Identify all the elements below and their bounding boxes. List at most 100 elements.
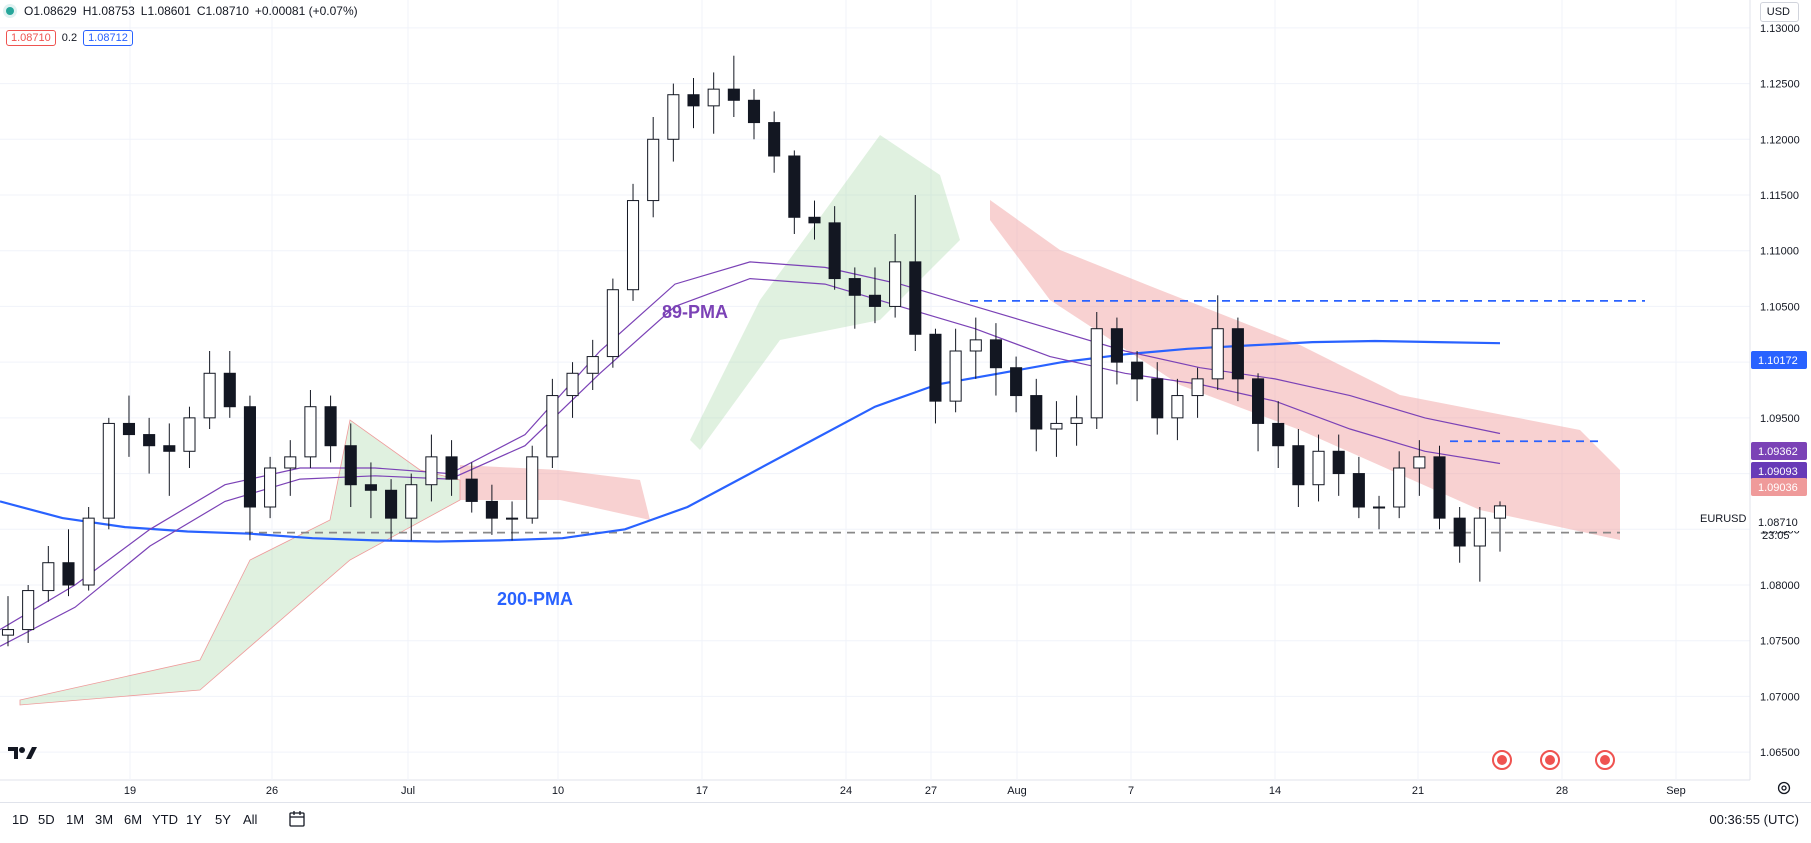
calendar-icon[interactable] xyxy=(288,810,306,833)
candle-body xyxy=(546,395,559,458)
currency-selector[interactable]: USD xyxy=(1759,2,1799,22)
cloud-bullish xyxy=(690,135,960,450)
x-tick-label: 19 xyxy=(124,785,136,797)
candle-body xyxy=(425,456,438,486)
candle-body xyxy=(385,489,398,519)
ohlc-legend: O1.08629 H1.08753 L1.08601 C1.08710 +0.0… xyxy=(6,4,358,18)
x-tick-label: Jul xyxy=(401,785,415,797)
candle-body xyxy=(82,517,95,586)
candle-body xyxy=(768,122,781,157)
open-value: O1.08629 xyxy=(24,4,77,18)
low-value: L1.08601 xyxy=(140,4,191,18)
close-value: C1.08710 xyxy=(196,4,249,18)
price-tag xyxy=(1751,351,1807,369)
candle-body xyxy=(566,372,579,397)
timeframe-1m[interactable]: 1M xyxy=(66,812,85,827)
spread-value: 0.2 xyxy=(61,32,78,44)
candle-body xyxy=(1,629,15,636)
price-tag xyxy=(1751,513,1807,531)
candle-body xyxy=(122,422,136,436)
change-value: +0.00081 (+0.07%) xyxy=(254,4,358,18)
candle-body xyxy=(1252,378,1265,424)
candle-body xyxy=(1372,506,1386,509)
ma-annotation: 200-PMA xyxy=(497,589,573,609)
cloud-bearish xyxy=(990,200,1620,540)
candle-body xyxy=(1131,361,1144,380)
candle-body xyxy=(264,467,277,508)
x-tick-label: 7 xyxy=(1128,785,1134,797)
candle-body xyxy=(868,294,882,307)
candle-body xyxy=(465,478,478,502)
x-tick-label: 27 xyxy=(925,785,937,797)
candle-body xyxy=(284,456,297,469)
timeframe-ytd[interactable]: YTD xyxy=(152,812,178,827)
y-tick-label: 1.06500 xyxy=(1760,747,1800,759)
candle-body xyxy=(445,456,458,480)
candle-body xyxy=(808,216,821,224)
candle-body xyxy=(969,339,982,352)
timeframe-6m[interactable]: 6M xyxy=(124,812,143,827)
candle-body xyxy=(747,99,761,124)
cloud-bullish xyxy=(19,419,461,706)
candle-body xyxy=(1332,450,1345,475)
candle-body xyxy=(22,590,35,631)
candle-body xyxy=(1453,517,1466,547)
y-tick-label: 1.11000 xyxy=(1760,246,1799,258)
candle-body xyxy=(1312,450,1325,486)
candle-body xyxy=(364,484,377,491)
candle-body xyxy=(1070,417,1083,424)
candle-body xyxy=(102,422,115,519)
candle-body xyxy=(1473,517,1486,547)
candle-body xyxy=(848,278,861,296)
timeframe-5d[interactable]: 5D xyxy=(38,812,55,827)
timeframe-1d[interactable]: 1D xyxy=(12,812,29,827)
candle-body xyxy=(1413,456,1426,469)
candle-body xyxy=(42,562,55,592)
candle-body xyxy=(1110,328,1123,363)
candle-body xyxy=(949,350,962,402)
candle-body xyxy=(1211,328,1224,380)
price-tag-label: 1.10172 xyxy=(1758,355,1798,367)
candle-body xyxy=(727,88,740,101)
candle-body xyxy=(788,155,801,218)
x-tick-label: 10 xyxy=(552,785,564,797)
candle-body xyxy=(626,200,640,291)
candle-body xyxy=(687,94,700,107)
tradingview-logo[interactable] xyxy=(8,745,38,766)
timeframe-all[interactable]: All xyxy=(243,812,258,827)
x-tick-label: 17 xyxy=(696,785,708,797)
countdown-label: 23:05 xyxy=(1762,530,1790,542)
candle-body xyxy=(405,484,418,519)
candle-body xyxy=(1493,505,1507,519)
timeframe-5y[interactable]: 5Y xyxy=(215,812,231,827)
candle-body xyxy=(344,445,357,486)
price-tag-label: 1.09362 xyxy=(1758,446,1798,458)
candle-body xyxy=(485,500,498,519)
candle-body xyxy=(1010,367,1023,397)
candle-body xyxy=(1433,456,1446,519)
flag-icon xyxy=(1600,755,1610,765)
candle-body xyxy=(223,372,236,408)
y-tick-label: 1.12500 xyxy=(1760,79,1800,91)
candle-body xyxy=(1151,378,1164,419)
candle-body xyxy=(506,517,519,520)
sell-price-button[interactable]: 1.08710 xyxy=(6,30,56,46)
timeframe-1y[interactable]: 1Y xyxy=(186,812,202,827)
y-tick-label: 1.13000 xyxy=(1760,23,1800,35)
candle-body xyxy=(62,562,75,586)
y-tick-label: 1.07000 xyxy=(1760,691,1800,703)
candle-body xyxy=(1231,328,1244,380)
candle-body xyxy=(989,339,1002,369)
settings-icon[interactable] xyxy=(1776,780,1792,801)
symbol-label: EURUSD xyxy=(1700,513,1747,525)
cloud-bearish xyxy=(460,465,650,520)
candle-body xyxy=(1030,395,1043,430)
price-tag xyxy=(1751,478,1807,496)
buy-price-button[interactable]: 1.08712 xyxy=(83,30,133,46)
market-status-icon xyxy=(6,7,14,15)
y-tick-label: 1.10500 xyxy=(1760,301,1800,313)
candle-body xyxy=(1191,378,1204,397)
utc-clock[interactable]: 00:36:55 (UTC) xyxy=(1709,812,1799,827)
timeframe-3m[interactable]: 3M xyxy=(95,812,114,827)
